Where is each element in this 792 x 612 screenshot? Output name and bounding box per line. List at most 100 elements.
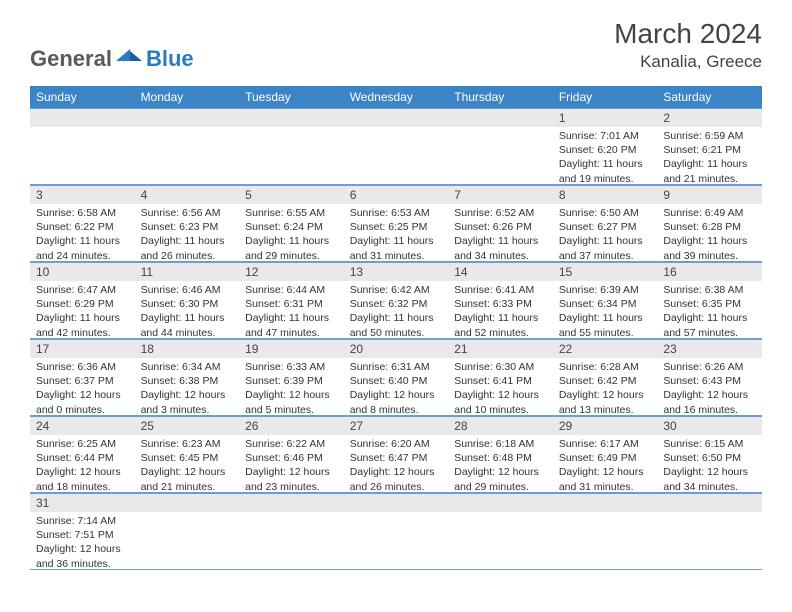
day-content-empty: [239, 127, 344, 185]
daylight-line: Daylight: 11 hours and 29 minutes.: [245, 234, 338, 262]
calendar-cell: 27Sunrise: 6:20 AMSunset: 6:47 PMDayligh…: [344, 416, 449, 493]
daylight-line: Daylight: 12 hours and 16 minutes.: [663, 388, 756, 416]
day-number: 10: [30, 262, 135, 281]
daylight-line: Daylight: 12 hours and 13 minutes.: [559, 388, 652, 416]
daylight-line: Daylight: 11 hours and 21 minutes.: [663, 157, 756, 185]
day-content: Sunrise: 6:17 AMSunset: 6:49 PMDaylight:…: [553, 435, 658, 493]
daylight-line: Daylight: 12 hours and 36 minutes.: [36, 542, 129, 570]
sunset-line: Sunset: 6:45 PM: [141, 451, 234, 465]
sunset-line: Sunset: 6:34 PM: [559, 297, 652, 311]
calendar-cell: 26Sunrise: 6:22 AMSunset: 6:46 PMDayligh…: [239, 416, 344, 493]
sunset-line: Sunset: 6:22 PM: [36, 220, 129, 234]
day-number: 28: [448, 416, 553, 435]
calendar-cell: 7Sunrise: 6:52 AMSunset: 6:26 PMDaylight…: [448, 185, 553, 262]
day-content: Sunrise: 6:22 AMSunset: 6:46 PMDaylight:…: [239, 435, 344, 493]
weekday-header: Wednesday: [344, 86, 449, 108]
day-number: 23: [657, 339, 762, 358]
day-content: Sunrise: 6:26 AMSunset: 6:43 PMDaylight:…: [657, 358, 762, 416]
sunset-line: Sunset: 6:30 PM: [141, 297, 234, 311]
calendar-table: SundayMondayTuesdayWednesdayThursdayFrid…: [30, 86, 762, 570]
sunset-line: Sunset: 6:42 PM: [559, 374, 652, 388]
sunrise-line: Sunrise: 6:50 AM: [559, 206, 652, 220]
sunset-line: Sunset: 6:40 PM: [350, 374, 443, 388]
sunset-line: Sunset: 6:41 PM: [454, 374, 547, 388]
day-content-empty: [135, 512, 240, 570]
day-number-empty: [344, 108, 449, 127]
day-number: 16: [657, 262, 762, 281]
sunrise-line: Sunrise: 6:49 AM: [663, 206, 756, 220]
day-number-empty: [239, 493, 344, 512]
daylight-line: Daylight: 11 hours and 55 minutes.: [559, 311, 652, 339]
daylight-line: Daylight: 11 hours and 31 minutes.: [350, 234, 443, 262]
sunset-line: Sunset: 6:31 PM: [245, 297, 338, 311]
day-number: 27: [344, 416, 449, 435]
sunset-line: Sunset: 6:27 PM: [559, 220, 652, 234]
day-number: 17: [30, 339, 135, 358]
calendar-cell: 17Sunrise: 6:36 AMSunset: 6:37 PMDayligh…: [30, 339, 135, 416]
sunset-line: Sunset: 6:43 PM: [663, 374, 756, 388]
calendar-cell: 9Sunrise: 6:49 AMSunset: 6:28 PMDaylight…: [657, 185, 762, 262]
day-content: Sunrise: 6:33 AMSunset: 6:39 PMDaylight:…: [239, 358, 344, 416]
calendar-row: 17Sunrise: 6:36 AMSunset: 6:37 PMDayligh…: [30, 339, 762, 416]
day-number: 14: [448, 262, 553, 281]
calendar-cell: [448, 493, 553, 570]
page-header: General Blue March 2024 Kanalia, Greece: [0, 0, 792, 80]
calendar-cell: 10Sunrise: 6:47 AMSunset: 6:29 PMDayligh…: [30, 262, 135, 339]
sunrise-line: Sunrise: 6:58 AM: [36, 206, 129, 220]
calendar-cell: [239, 493, 344, 570]
day-number: 26: [239, 416, 344, 435]
day-content: Sunrise: 6:25 AMSunset: 6:44 PMDaylight:…: [30, 435, 135, 493]
calendar-cell: 19Sunrise: 6:33 AMSunset: 6:39 PMDayligh…: [239, 339, 344, 416]
day-number-empty: [239, 108, 344, 127]
day-number: 24: [30, 416, 135, 435]
day-number: 12: [239, 262, 344, 281]
sunset-line: Sunset: 6:20 PM: [559, 143, 652, 157]
daylight-line: Daylight: 12 hours and 8 minutes.: [350, 388, 443, 416]
day-content: Sunrise: 7:14 AMSunset: 7:51 PMDaylight:…: [30, 512, 135, 570]
sunrise-line: Sunrise: 6:59 AM: [663, 129, 756, 143]
day-content-empty: [239, 512, 344, 570]
sunrise-line: Sunrise: 6:34 AM: [141, 360, 234, 374]
sunrise-line: Sunrise: 6:20 AM: [350, 437, 443, 451]
day-number: 9: [657, 185, 762, 204]
sunset-line: Sunset: 6:49 PM: [559, 451, 652, 465]
weekday-header: Monday: [135, 86, 240, 108]
day-content: Sunrise: 6:59 AMSunset: 6:21 PMDaylight:…: [657, 127, 762, 185]
day-content-empty: [448, 127, 553, 185]
day-number: 6: [344, 185, 449, 204]
day-content-empty: [30, 127, 135, 185]
title-block: March 2024 Kanalia, Greece: [614, 18, 762, 72]
day-number: 15: [553, 262, 658, 281]
sunrise-line: Sunrise: 6:38 AM: [663, 283, 756, 297]
sunset-line: Sunset: 6:44 PM: [36, 451, 129, 465]
day-content: Sunrise: 6:55 AMSunset: 6:24 PMDaylight:…: [239, 204, 344, 262]
weekday-header: Friday: [553, 86, 658, 108]
day-content: Sunrise: 6:49 AMSunset: 6:28 PMDaylight:…: [657, 204, 762, 262]
day-number: 19: [239, 339, 344, 358]
daylight-line: Daylight: 12 hours and 0 minutes.: [36, 388, 129, 416]
daylight-line: Daylight: 12 hours and 5 minutes.: [245, 388, 338, 416]
logo: General Blue: [30, 46, 194, 72]
calendar-cell: 21Sunrise: 6:30 AMSunset: 6:41 PMDayligh…: [448, 339, 553, 416]
sunrise-line: Sunrise: 6:22 AM: [245, 437, 338, 451]
calendar-cell: 24Sunrise: 6:25 AMSunset: 6:44 PMDayligh…: [30, 416, 135, 493]
day-number-empty: [135, 493, 240, 512]
logo-text-general: General: [30, 46, 112, 72]
calendar-cell: [239, 108, 344, 185]
daylight-line: Daylight: 12 hours and 10 minutes.: [454, 388, 547, 416]
calendar-cell: 14Sunrise: 6:41 AMSunset: 6:33 PMDayligh…: [448, 262, 553, 339]
calendar-row: 24Sunrise: 6:25 AMSunset: 6:44 PMDayligh…: [30, 416, 762, 493]
calendar-cell: 6Sunrise: 6:53 AMSunset: 6:25 PMDaylight…: [344, 185, 449, 262]
calendar-cell: 25Sunrise: 6:23 AMSunset: 6:45 PMDayligh…: [135, 416, 240, 493]
sunrise-line: Sunrise: 7:14 AM: [36, 514, 129, 528]
calendar-cell: 29Sunrise: 6:17 AMSunset: 6:49 PMDayligh…: [553, 416, 658, 493]
sunset-line: Sunset: 7:51 PM: [36, 528, 129, 542]
day-number: 7: [448, 185, 553, 204]
day-content-empty: [344, 512, 449, 570]
sunrise-line: Sunrise: 6:56 AM: [141, 206, 234, 220]
daylight-line: Daylight: 11 hours and 52 minutes.: [454, 311, 547, 339]
sunrise-line: Sunrise: 6:33 AM: [245, 360, 338, 374]
sunset-line: Sunset: 6:33 PM: [454, 297, 547, 311]
daylight-line: Daylight: 12 hours and 3 minutes.: [141, 388, 234, 416]
daylight-line: Daylight: 11 hours and 50 minutes.: [350, 311, 443, 339]
